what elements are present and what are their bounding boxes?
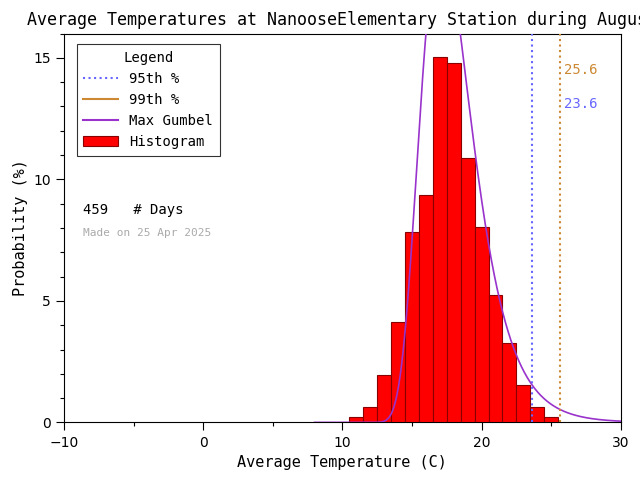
Legend: 95th %, 99th %, Max Gumbel, Histogram: 95th %, 99th %, Max Gumbel, Histogram — [77, 45, 220, 156]
Bar — [544, 417, 558, 422]
Bar — [419, 195, 433, 422]
Bar — [531, 407, 544, 422]
Bar — [405, 232, 419, 422]
Text: 459   # Days: 459 # Days — [83, 203, 184, 217]
Bar — [475, 227, 488, 422]
Bar — [349, 417, 364, 422]
Y-axis label: Probability (%): Probability (%) — [13, 159, 28, 297]
Bar — [488, 295, 502, 422]
Text: 25.6: 25.6 — [564, 63, 597, 77]
Bar — [447, 62, 461, 422]
Text: Made on 25 Apr 2025: Made on 25 Apr 2025 — [83, 228, 212, 238]
Text: 23.6: 23.6 — [564, 97, 597, 111]
Bar — [433, 57, 447, 422]
Title: Average Temperatures at NanooseElementary Station during August: Average Temperatures at NanooseElementar… — [28, 11, 640, 29]
Bar — [364, 407, 377, 422]
Bar — [391, 322, 405, 422]
Bar — [461, 158, 475, 422]
X-axis label: Average Temperature (C): Average Temperature (C) — [237, 455, 447, 470]
Bar — [377, 375, 391, 422]
Bar — [516, 385, 531, 422]
Bar — [502, 343, 516, 422]
